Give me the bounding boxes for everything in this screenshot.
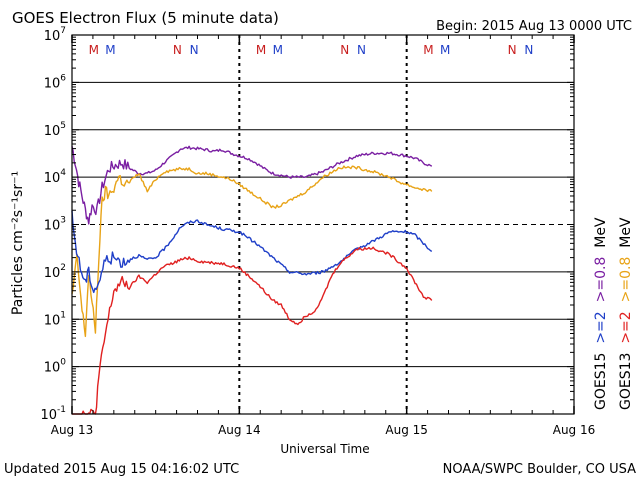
series-line [71,145,433,225]
satellite-marker-label: N [340,43,349,57]
series-line [71,165,433,338]
satellite-marker-label: N [190,43,199,57]
legend-entry: MeV [593,217,609,257]
y-tick-label: 102 [44,263,66,281]
satellite-marker-label: M [89,43,99,57]
satellite-marker-label: N [173,43,182,57]
grid-lines [72,35,574,414]
x-tick-label: Aug 15 [385,423,428,437]
y-tick-label: 104 [44,168,67,186]
chart-title: GOES Electron Flux (5 minute data) [12,9,279,27]
legend-entry: >=2 [618,311,634,352]
legend-entry: >=2 [593,311,609,352]
satellite-marker-label: M [440,43,450,57]
legend-entry: GOES13 [618,353,634,410]
legend-entry: GOES15 [593,353,609,410]
satellite-marker-label: M [105,43,115,57]
y-axis-label: Particles cm⁻²s⁻¹sr⁻¹ [10,171,26,315]
legend-goes13: GOES13 >=2 >=0.8 MeV [618,217,634,410]
credit-line: NOAA/SWPC Boulder, CO USA [443,462,636,477]
satellite-marker-label: M [256,43,266,57]
x-tick-label: Aug 16 [553,423,596,437]
satellite-marker-label: N [524,43,533,57]
x-tick-label: Aug 14 [218,423,261,437]
y-tick-label: 101 [44,310,66,328]
y-tick-label: 105 [44,121,66,139]
series-layer [71,145,433,415]
y-tick-label: 103 [44,216,66,234]
satellite-marker-label: M [273,43,283,57]
y-tick-label: 10-1 [40,405,66,423]
x-tick-label: Aug 13 [51,423,94,437]
satellite-marker-label: M [423,43,433,57]
y-tick-label: 107 [44,26,66,44]
legend-entry: >=0.8 [618,257,634,312]
legend-entry: >=0.8 [593,257,609,312]
updated-timestamp: Updated 2015 Aug 15 04:16:02 UTC [4,462,239,477]
series-line [72,246,433,415]
satellite-marker-label: N [357,43,366,57]
satellite-marker-label: N [508,43,517,57]
begin-label: Begin: 2015 Aug 13 0000 UTC [436,19,632,34]
y-tick-label: 100 [44,358,67,376]
legend-goes15: GOES15 >=2 >=0.8 MeV [593,217,609,410]
series-line [71,210,433,294]
legend-entry: MeV [618,217,634,257]
axes: 10-1 100 101 102 103 104 105 106 107 Aug 13 Aug 14… [40,26,595,437]
x-axis-label: Universal Time [280,442,369,456]
y-tick-label: 106 [44,73,67,91]
